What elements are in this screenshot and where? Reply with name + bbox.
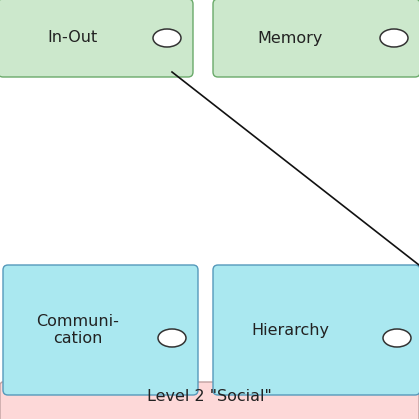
Ellipse shape — [158, 329, 186, 347]
Text: In-Out: In-Out — [47, 31, 97, 46]
FancyBboxPatch shape — [213, 265, 419, 395]
Text: Communi-
cation: Communi- cation — [36, 314, 119, 346]
FancyBboxPatch shape — [3, 265, 198, 395]
Ellipse shape — [153, 29, 181, 47]
FancyBboxPatch shape — [213, 0, 419, 77]
Ellipse shape — [383, 329, 411, 347]
Text: Hierarchy: Hierarchy — [251, 323, 329, 337]
Text: Level 2 "Social": Level 2 "Social" — [147, 388, 272, 403]
Ellipse shape — [380, 29, 408, 47]
FancyBboxPatch shape — [0, 0, 193, 77]
FancyBboxPatch shape — [0, 382, 419, 419]
Text: Memory: Memory — [257, 31, 323, 46]
